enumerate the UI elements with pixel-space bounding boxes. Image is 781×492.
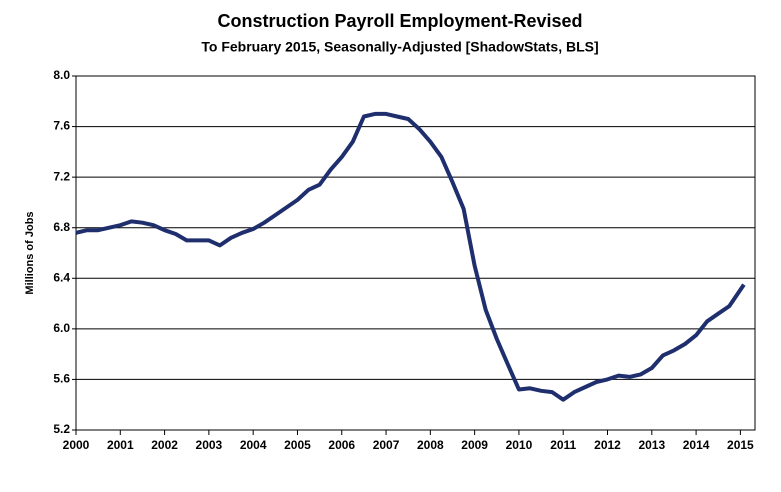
x-tick-label: 2003 xyxy=(196,438,223,452)
x-tick-label: 2002 xyxy=(151,438,178,452)
x-tick-label: 2014 xyxy=(683,438,710,452)
y-tick-label: 6.0 xyxy=(53,321,70,335)
x-tick-label: 2013 xyxy=(638,438,665,452)
x-tick-label: 2008 xyxy=(417,438,444,452)
y-tick-label: 6.8 xyxy=(53,220,70,234)
x-tick-label: 2009 xyxy=(461,438,488,452)
x-tick-label: 2012 xyxy=(594,438,621,452)
chart-subtitle: To February 2015, Seasonally-Adjusted [S… xyxy=(201,39,598,55)
y-tick-label: 5.2 xyxy=(53,422,70,436)
y-tick-label: 7.2 xyxy=(53,169,70,183)
x-tick-label: 2007 xyxy=(373,438,400,452)
x-tick-label: 2006 xyxy=(328,438,355,452)
y-tick-label: 6.4 xyxy=(53,270,70,284)
x-tick-label: 2015 xyxy=(727,438,754,452)
y-axis-label: Millions of Jobs xyxy=(24,211,36,294)
x-tick-label: 2004 xyxy=(240,438,267,452)
x-tick-label: 2005 xyxy=(284,438,311,452)
y-tick-label: 5.6 xyxy=(53,372,70,386)
x-tick-label: 2001 xyxy=(107,438,134,452)
y-tick-label: 8.0 xyxy=(53,68,70,82)
data-line xyxy=(75,111,746,402)
x-tick-label: 2011 xyxy=(550,438,576,452)
x-tick-label: 2010 xyxy=(506,438,533,452)
y-tick-label: 7.6 xyxy=(53,119,70,133)
chart-title: Construction Payroll Employment-Revised xyxy=(217,11,582,31)
x-tick-label: 2000 xyxy=(63,438,90,452)
plot-frame xyxy=(75,75,756,431)
